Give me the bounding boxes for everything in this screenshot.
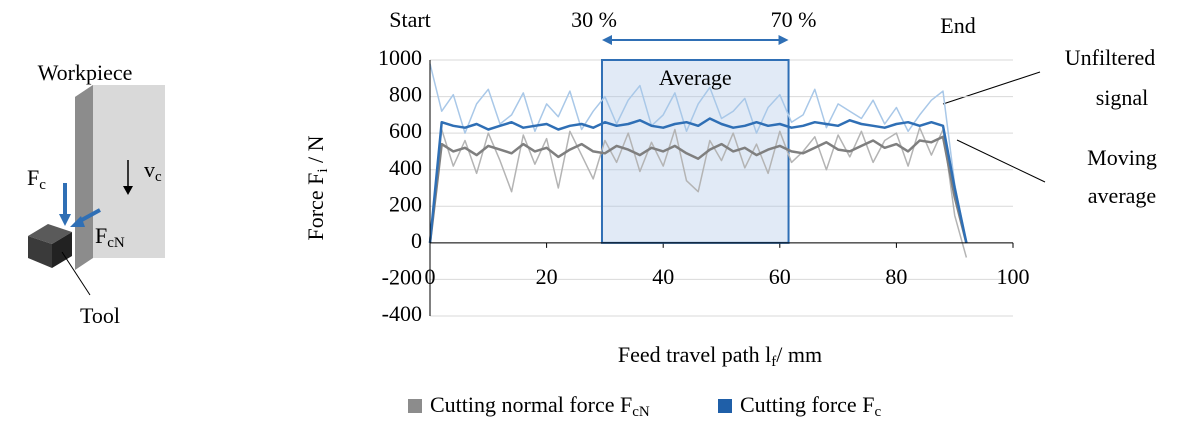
y-tick-label: 0 [411, 228, 422, 253]
annotation: 30 % [571, 7, 617, 32]
fc-arrowhead [59, 214, 71, 226]
fcn-label: FcN [95, 223, 125, 251]
annotation: Average [659, 65, 732, 90]
workpiece-face [93, 85, 165, 258]
x-tick-label: 80 [885, 264, 907, 289]
y-tick-label: 200 [389, 191, 422, 216]
annotation: signal [1096, 85, 1149, 110]
y-tick-label: 600 [389, 118, 422, 143]
subscript: c [39, 177, 46, 193]
x-tick-label: 100 [997, 264, 1030, 289]
legend-label: Cutting force Fc [740, 392, 881, 420]
subscript: i [315, 169, 331, 173]
annotation: 70 % [771, 7, 817, 32]
x-tick-label: 20 [536, 264, 558, 289]
subscript: c [874, 404, 881, 420]
x-tick-label: 40 [652, 264, 674, 289]
text-part: F [27, 165, 39, 190]
workpiece-label: Workpiece [38, 60, 133, 85]
unfiltered-leader [942, 71, 1041, 105]
subscript: cN [107, 235, 125, 251]
text-part: F [95, 223, 107, 248]
y-tick-label: 400 [389, 155, 422, 180]
annotation: Unfiltered [1065, 45, 1155, 70]
text-part: Force F [303, 173, 328, 241]
annotation: Start [389, 7, 431, 32]
vc-label: vc [144, 157, 162, 185]
fcn-arrowhead [70, 216, 85, 227]
vc-arrowhead [123, 186, 133, 195]
unfiltered-line [429, 63, 968, 244]
y-tick-label: -200 [382, 264, 422, 289]
annotation: Moving [1087, 145, 1157, 170]
text-part: Cutting normal force F [430, 392, 632, 417]
workpiece-side [75, 85, 93, 270]
text-part: / mm [776, 342, 822, 367]
legend-swatch [408, 399, 422, 413]
y-axis-label: Force Fi / N [303, 135, 331, 240]
tool-leader [61, 251, 91, 296]
moving-average-line [428, 135, 968, 244]
annotation: End [940, 13, 975, 38]
unfiltered-line [429, 126, 968, 258]
subscript: cN [632, 404, 650, 420]
fc-label: Fc [27, 165, 46, 193]
y-tick-label: -400 [382, 301, 422, 326]
x-axis-label: Feed travel path lf/ mm [618, 342, 822, 370]
arrowhead [601, 35, 612, 45]
x-tick-label: 60 [769, 264, 791, 289]
tool-label: Tool [80, 303, 120, 328]
text-part: Feed travel path l [618, 342, 771, 367]
y-tick-label: 1000 [378, 45, 422, 70]
tool-front [28, 236, 52, 268]
legend-swatch [718, 399, 732, 413]
tool-top [28, 224, 72, 244]
arrowhead [778, 35, 789, 45]
subscript: c [155, 169, 162, 185]
moving-average-line [428, 117, 968, 244]
annotation: average [1088, 183, 1156, 208]
text-part: v [144, 157, 155, 182]
y-tick-label: 800 [389, 82, 422, 107]
moving-leader [956, 139, 1046, 183]
text-part: / N [303, 135, 328, 168]
subscript: f [771, 354, 776, 370]
legend-label: Cutting normal force FcN [430, 392, 650, 420]
text-part: Cutting force F [740, 392, 874, 417]
